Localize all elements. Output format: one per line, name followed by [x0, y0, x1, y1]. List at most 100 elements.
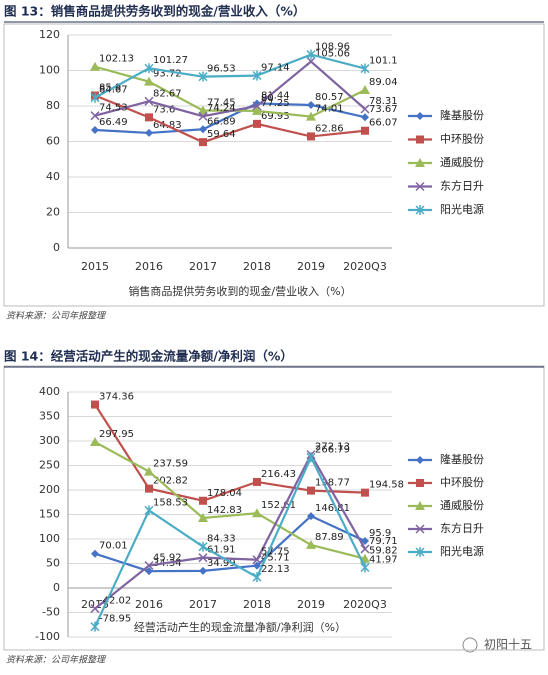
x-axis-label: 经营活动产生的现金流量净额/净利润（%） [134, 620, 346, 634]
data-label: 74.24 [207, 103, 236, 114]
legend-label: 中环股份 [440, 476, 484, 489]
data-label: 82.67 [153, 88, 182, 99]
marker [252, 105, 262, 115]
series-line [94, 452, 366, 610]
marker [90, 621, 100, 632]
data-label: 77.25 [261, 98, 290, 109]
marker [252, 508, 262, 518]
marker [252, 101, 262, 111]
marker [415, 205, 425, 215]
data-label: 95.9 [369, 528, 391, 539]
y-tick-label: 0 [53, 241, 60, 254]
data-label: 97.14 [261, 63, 290, 74]
legend-label: 中环股份 [440, 133, 484, 146]
legend-label: 阳光电源 [440, 202, 484, 216]
y-tick-label: 0 [53, 581, 60, 594]
marker [360, 544, 370, 554]
watermark: 初阳十五 [484, 638, 532, 652]
data-label: 69.93 [261, 111, 290, 122]
marker [415, 181, 425, 192]
marker [416, 456, 424, 464]
legend-label: 隆基股份 [440, 452, 484, 466]
marker [198, 71, 208, 82]
marker [199, 138, 207, 147]
marker [91, 125, 99, 134]
marker [361, 488, 369, 497]
x-tick-label: 2020Q3 [343, 260, 387, 273]
data-label: 374.36 [99, 392, 134, 403]
marker [91, 549, 99, 558]
marker [198, 111, 208, 121]
marker [252, 70, 262, 81]
series-line [94, 514, 366, 573]
series-line [94, 403, 366, 502]
data-label: 101.27 [153, 55, 188, 66]
data-label: -78.95 [99, 614, 131, 625]
data-label: 74.01 [315, 104, 344, 115]
marker [307, 132, 315, 141]
data-label: 80.57 [315, 92, 344, 103]
data-label: 152.61 [261, 500, 296, 511]
y-tick-label: 150 [39, 508, 60, 521]
marker [252, 555, 262, 565]
marker [415, 524, 425, 534]
marker [306, 539, 316, 549]
y-tick-label: 100 [39, 532, 60, 545]
y-tick-label: 250 [39, 459, 60, 472]
marker [306, 56, 316, 67]
marker [199, 566, 207, 575]
y-tick-label: 300 [39, 434, 60, 447]
marker [306, 452, 316, 463]
data-label: 41.97 [369, 554, 398, 565]
chart-frame [3, 23, 545, 307]
marker [416, 112, 424, 120]
x-tick-label: 2015 [81, 260, 109, 273]
data-label: 74.53 [99, 103, 128, 114]
x-tick-label: 2016 [135, 260, 163, 273]
series-line [94, 454, 366, 628]
watermark-icon [462, 637, 478, 653]
y-tick-label: 200 [39, 483, 60, 496]
marker [416, 135, 424, 144]
marker [199, 125, 207, 134]
x-tick-label: 2015 [81, 598, 109, 611]
data-label: 101.1 [369, 56, 398, 67]
data-label: 216.43 [261, 469, 296, 480]
data-label: 96.53 [207, 64, 236, 75]
marker [360, 562, 370, 573]
marker [90, 437, 100, 447]
series-line [94, 53, 366, 99]
data-label: 45.71 [261, 553, 290, 564]
data-label: 70.01 [99, 541, 128, 552]
marker [361, 537, 369, 546]
marker [90, 111, 100, 121]
data-label: 87.89 [315, 532, 344, 543]
data-label: -42.02 [99, 596, 131, 607]
series-line [94, 60, 366, 118]
marker [415, 501, 425, 510]
marker [145, 113, 153, 122]
marker [307, 100, 315, 109]
marker [360, 84, 370, 94]
data-label: 66.89 [207, 116, 236, 127]
data-label: 34.99 [207, 558, 236, 569]
legend-label: 通威股份 [440, 156, 484, 169]
data-label: 22.13 [261, 564, 290, 575]
marker [415, 158, 425, 167]
marker [253, 561, 261, 570]
data-label: 93.72 [153, 69, 182, 80]
marker [198, 105, 208, 115]
marker [198, 541, 208, 552]
series-line [94, 102, 366, 135]
marker [90, 92, 100, 103]
data-label: 146.81 [315, 503, 350, 514]
marker [144, 76, 154, 86]
marker [253, 119, 261, 128]
data-label: 84.33 [207, 534, 236, 545]
y-tick-label: 40 [46, 170, 60, 183]
marker [253, 477, 261, 486]
legend-label: 隆基股份 [440, 108, 484, 122]
x-tick-label: 2017 [189, 260, 217, 273]
marker [307, 486, 315, 495]
